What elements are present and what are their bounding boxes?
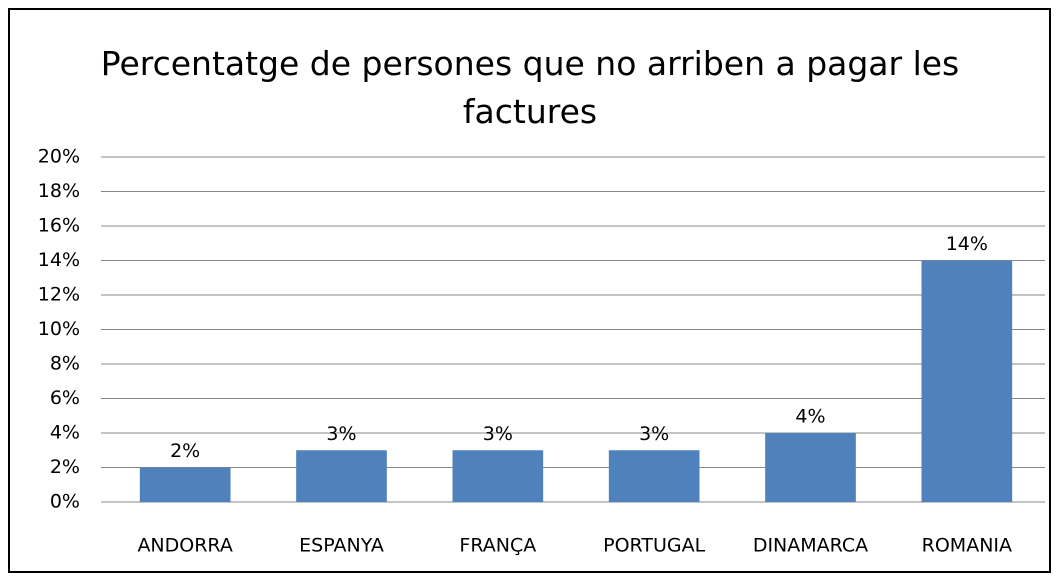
bar [921, 260, 1013, 502]
bar [765, 433, 856, 502]
y-tick-label: 14% [38, 249, 80, 271]
x-tick-label: ANDORRA [137, 535, 232, 557]
data-label: 3% [483, 423, 513, 445]
y-tick-label: 20% [38, 146, 80, 168]
data-label: 4% [795, 406, 825, 428]
y-tick-label: 16% [38, 215, 80, 237]
y-tick-label: 4% [50, 422, 80, 444]
y-tick-label: 12% [38, 284, 80, 306]
y-tick-label: 0% [50, 491, 80, 513]
data-label: 2% [170, 440, 200, 462]
data-label: 3% [326, 423, 356, 445]
x-tick-label: DINAMARCA [753, 535, 868, 557]
bar [296, 450, 387, 502]
data-label: 14% [946, 233, 988, 255]
y-tick-label: 6% [50, 387, 80, 409]
bar [452, 450, 544, 502]
bar [608, 450, 700, 502]
x-tick-label: FRANÇA [459, 535, 536, 557]
chart-border [8, 8, 1051, 573]
x-tick-label: PORTUGAL [603, 535, 705, 557]
y-tick-label: 2% [50, 456, 80, 478]
data-label: 3% [639, 423, 669, 445]
y-tick-label: 18% [38, 180, 80, 202]
chart-title: Percentatge de persones que no arriben a… [100, 44, 960, 131]
x-tick-label: ROMANIA [922, 535, 1012, 557]
x-tick-label: ESPANYA [299, 535, 384, 557]
y-tick-label: 8% [50, 353, 80, 375]
y-tick-label: 10% [38, 318, 80, 340]
bar [139, 467, 231, 502]
